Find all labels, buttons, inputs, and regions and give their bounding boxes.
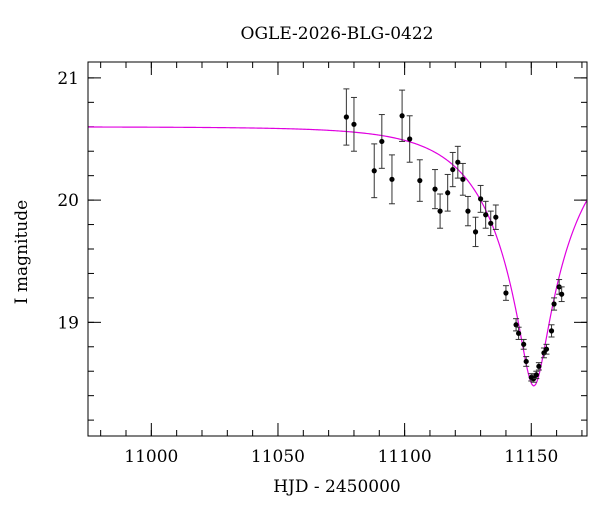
data-point xyxy=(533,370,540,380)
data-point xyxy=(492,204,499,230)
data-point xyxy=(416,159,423,202)
data-marker xyxy=(483,212,489,218)
model-curve xyxy=(88,126,588,387)
data-marker xyxy=(450,166,456,173)
data-marker xyxy=(488,220,494,226)
y-tick-label: 19 xyxy=(57,313,79,333)
data-marker xyxy=(407,136,413,142)
data-marker xyxy=(389,176,395,182)
data-marker xyxy=(548,328,555,334)
data-marker xyxy=(478,196,484,202)
data-point xyxy=(464,195,471,227)
data-point xyxy=(378,114,385,169)
data-point xyxy=(432,169,439,210)
data-marker xyxy=(513,322,519,328)
data-marker xyxy=(432,186,438,192)
data-point xyxy=(487,210,494,237)
data-point xyxy=(399,89,406,142)
data-marker xyxy=(371,168,377,174)
data-point xyxy=(350,96,357,152)
data-marker xyxy=(455,159,461,165)
data-marker xyxy=(536,363,542,369)
data-point xyxy=(558,286,565,303)
data-point xyxy=(454,145,461,179)
data-marker xyxy=(445,190,451,196)
x-tick-label: 11000 xyxy=(124,447,178,467)
data-marker xyxy=(533,372,539,378)
data-point xyxy=(551,297,558,311)
y-tick-label: 20 xyxy=(57,191,79,211)
data-point xyxy=(482,200,489,229)
data-marker xyxy=(493,214,499,220)
data-marker xyxy=(437,208,443,214)
data-point xyxy=(371,143,378,199)
x-axis-label: HJD - 2450000 xyxy=(273,477,401,497)
data-point xyxy=(515,326,522,340)
major-ticks xyxy=(88,62,587,436)
data-marker xyxy=(399,113,405,119)
data-marker xyxy=(543,346,550,352)
data-point xyxy=(502,285,509,301)
x-tick-label: 11100 xyxy=(378,447,432,467)
x-tick-label: 11150 xyxy=(504,447,558,467)
data-marker xyxy=(343,114,349,120)
data-point xyxy=(444,173,451,212)
data-marker xyxy=(379,138,385,145)
data-marker xyxy=(521,341,527,347)
x-tick-labels: 11000 11050 11100 11150 xyxy=(124,447,558,467)
data-point xyxy=(520,338,527,350)
plot-frame xyxy=(87,61,588,437)
chart-title: OGLE-2026-BLG-0422 xyxy=(241,24,434,44)
data-marker xyxy=(417,177,423,184)
x-tick-label: 11050 xyxy=(251,447,305,467)
data-marker xyxy=(351,121,357,127)
data-points xyxy=(343,88,565,383)
data-point xyxy=(548,324,555,338)
y-axis-label: I magnitude xyxy=(12,200,32,304)
data-point xyxy=(406,115,413,163)
data-point xyxy=(437,193,444,229)
data-marker xyxy=(523,358,529,365)
data-point xyxy=(477,184,484,213)
data-point xyxy=(449,151,456,188)
data-point xyxy=(472,216,479,248)
data-marker xyxy=(465,208,471,214)
y-tick-labels: 19 20 21 xyxy=(57,69,79,333)
data-marker xyxy=(472,229,479,235)
data-point xyxy=(459,162,466,196)
data-point xyxy=(343,88,350,146)
data-point xyxy=(388,154,395,205)
data-marker xyxy=(460,176,466,182)
data-point xyxy=(535,362,542,371)
data-marker xyxy=(516,330,522,336)
data-point xyxy=(540,347,547,359)
y-tick-label: 21 xyxy=(57,69,79,89)
data-point xyxy=(543,343,550,355)
data-point xyxy=(523,356,530,367)
data-marker xyxy=(503,290,509,296)
data-marker xyxy=(551,301,557,307)
minor-ticks xyxy=(88,62,587,436)
data-marker xyxy=(559,291,565,297)
